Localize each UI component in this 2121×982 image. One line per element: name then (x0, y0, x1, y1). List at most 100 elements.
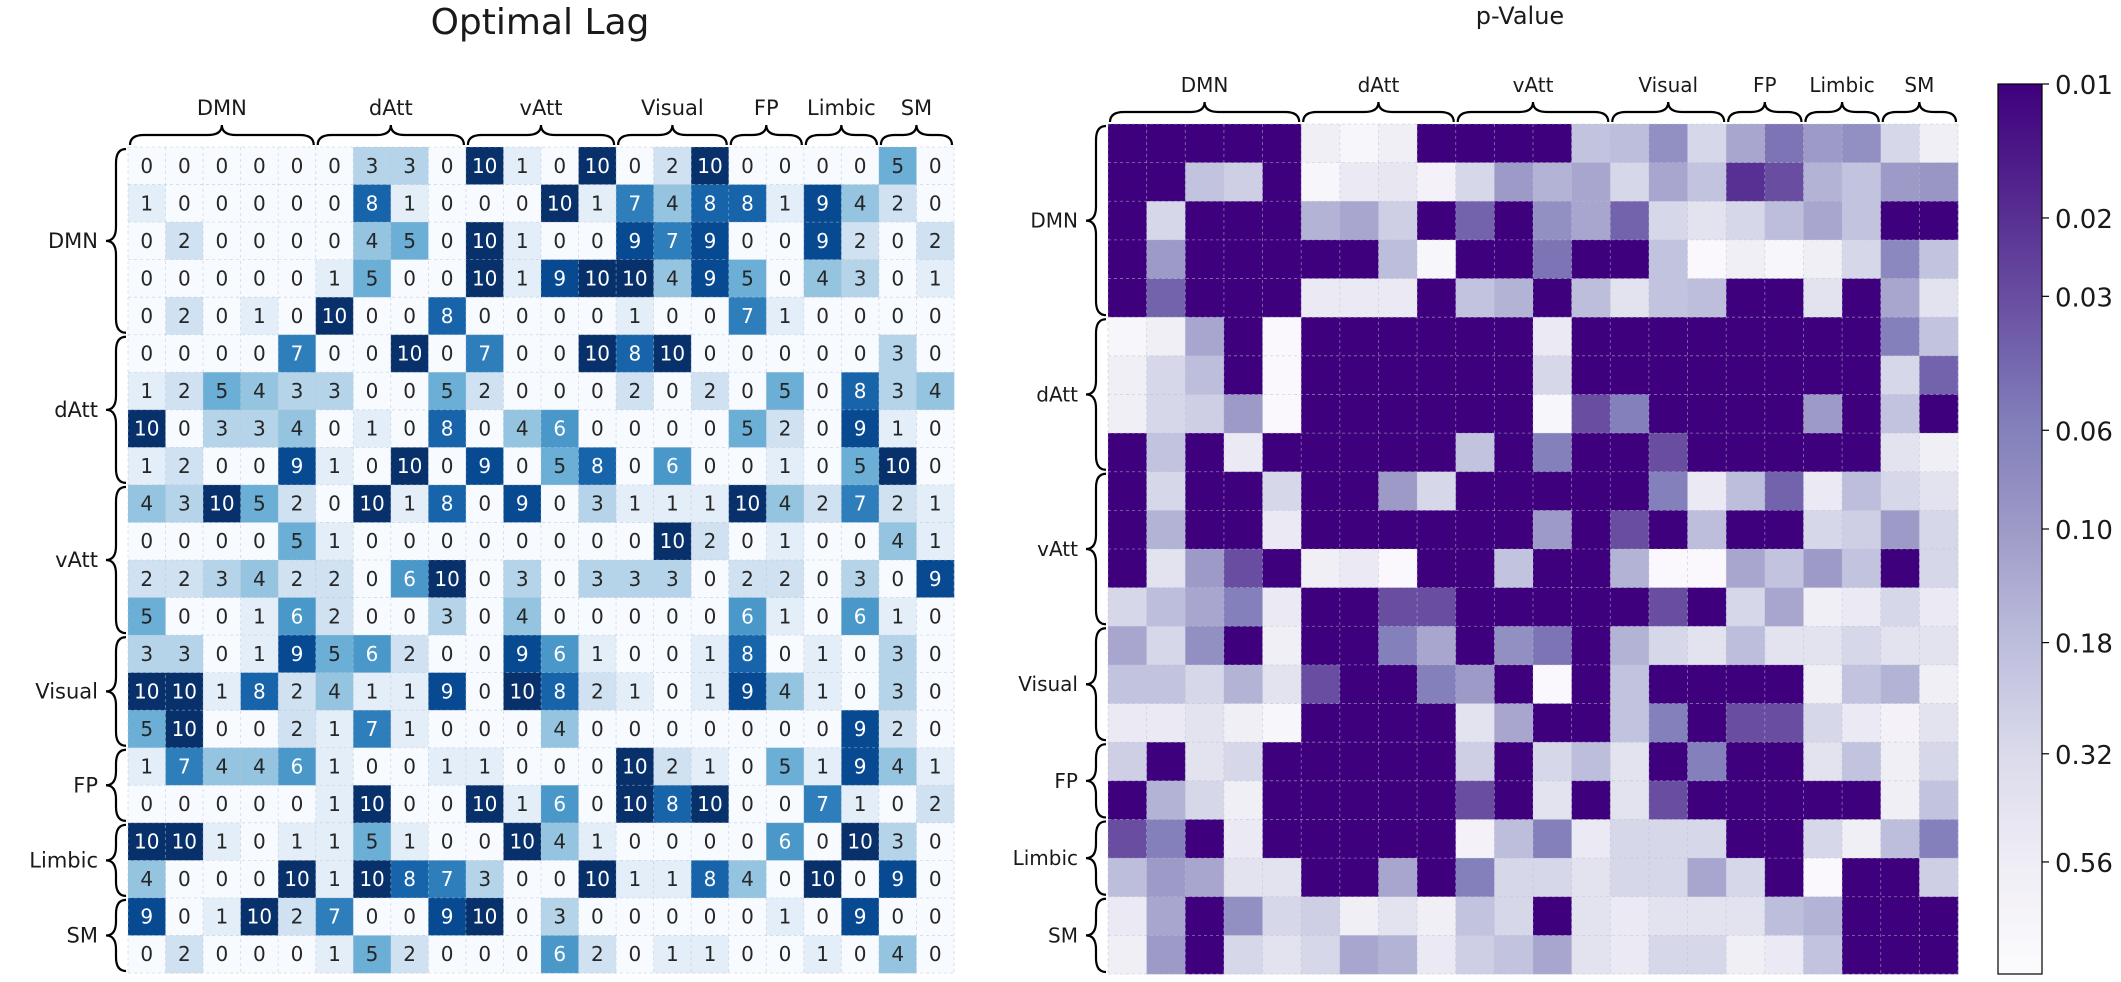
cell-value-label: 2 (929, 229, 942, 253)
cell-value-label: 1 (891, 604, 904, 628)
heatmap-cell (578, 484, 617, 523)
heatmap-cell (1185, 858, 1225, 898)
heatmap-cell (766, 560, 805, 598)
heatmap-cell (916, 822, 955, 861)
heatmap-cell (616, 334, 654, 373)
cell-value-label: 9 (854, 755, 867, 779)
cell-value-label: 2 (178, 942, 191, 966)
heatmap-cell (766, 372, 805, 411)
heatmap-cell (1223, 201, 1263, 241)
cell-value-label: 2 (704, 529, 717, 553)
cell-value-label: 9 (854, 417, 867, 441)
heatmap-cell (1648, 162, 1688, 202)
heatmap-cell (465, 259, 504, 298)
heatmap-cell (728, 259, 767, 298)
heatmap-cell (691, 334, 730, 373)
heatmap-cell (1610, 278, 1650, 318)
cell-value-label: 0 (741, 379, 754, 403)
cell-value-label: 4 (366, 229, 379, 253)
heatmap-cell (1378, 124, 1418, 163)
heatmap-cell (1378, 317, 1418, 357)
heatmap-cell (1417, 355, 1457, 395)
heatmap-cell (1378, 471, 1418, 511)
heatmap-cell (578, 672, 617, 711)
heatmap-cell (1764, 664, 1804, 704)
heatmap-cell (878, 710, 917, 749)
heatmap-cell (916, 447, 955, 486)
heatmap-cell (616, 147, 654, 185)
heatmap-cell (240, 447, 279, 486)
heatmap-cell (203, 822, 241, 861)
cell-value-label: 9 (441, 905, 454, 929)
heatmap-cell (240, 710, 279, 749)
heatmap-cell (240, 635, 279, 673)
heatmap-cell (878, 560, 917, 598)
heatmap-cell (878, 747, 917, 786)
cell-value-label: 3 (854, 567, 867, 591)
heatmap-cell (766, 785, 805, 824)
heatmap-cell (803, 259, 842, 298)
cell-value-label: 0 (215, 191, 228, 215)
heatmap-cell (803, 522, 842, 561)
heatmap-cell (1455, 780, 1495, 820)
heatmap-cell (1880, 471, 1920, 511)
cell-value-label: 0 (328, 417, 341, 441)
cell-value-label: 0 (628, 830, 641, 854)
heatmap-cell (616, 597, 654, 636)
heatmap-cell (278, 297, 317, 336)
heatmap-cell (1610, 317, 1650, 357)
heatmap-cell (1919, 703, 1959, 743)
cell-value-label: 0 (178, 342, 191, 366)
heatmap-cell (503, 560, 542, 598)
heatmap-cell (1378, 780, 1418, 820)
heatmap-cell (728, 710, 767, 749)
heatmap-cell (1764, 549, 1804, 588)
cell-value-label: 7 (328, 905, 341, 929)
heatmap-cell (465, 897, 504, 936)
heatmap-cell (1571, 510, 1611, 550)
heatmap-cell (1185, 239, 1225, 279)
heatmap-cell (1301, 858, 1341, 898)
heatmap-cell (1687, 201, 1727, 241)
cell-value-label: 9 (553, 266, 566, 290)
heatmap-cell (578, 297, 617, 336)
heatmap-cell (616, 710, 654, 749)
heatmap-cell (1880, 896, 1920, 936)
column-group-label: Visual (641, 96, 704, 120)
heatmap-cell (1146, 124, 1186, 163)
heatmap-cell (616, 484, 654, 523)
heatmap-cell (503, 822, 542, 861)
cell-value-label: 0 (441, 792, 454, 816)
cell-value-label: 9 (704, 266, 717, 290)
heatmap-cell (353, 860, 392, 899)
cell-value-label: 0 (516, 942, 529, 966)
heatmap-cell (503, 409, 542, 448)
cell-value-label: 5 (741, 417, 754, 441)
heatmap-cell (165, 447, 204, 486)
cell-value-label: 1 (328, 755, 341, 779)
heatmap-cell (1764, 471, 1804, 511)
cell-value-label: 0 (441, 154, 454, 178)
heatmap-cell (390, 447, 429, 486)
heatmap-cell (1146, 278, 1186, 318)
cell-value-label: 7 (628, 191, 641, 215)
heatmap-cell (1455, 124, 1495, 163)
heatmap-cell (1378, 510, 1418, 550)
cell-value-label: 0 (929, 191, 942, 215)
heatmap-cell (1842, 896, 1882, 936)
heatmap-cell (1185, 433, 1225, 473)
heatmap-cell (353, 897, 392, 936)
heatmap-cell (278, 635, 317, 673)
heatmap-cell (1880, 664, 1920, 704)
heatmap-cell (315, 447, 354, 486)
heatmap-cell (1262, 278, 1302, 318)
cell-value-label: 1 (328, 454, 341, 478)
heatmap-cell (1571, 394, 1611, 434)
heatmap-cell (1108, 471, 1147, 511)
cell-value-label: 1 (403, 830, 416, 854)
cell-value-label: 1 (666, 867, 679, 891)
heatmap-cell (1417, 896, 1457, 936)
heatmap-cell (1417, 162, 1457, 202)
heatmap-cell (1494, 239, 1534, 279)
